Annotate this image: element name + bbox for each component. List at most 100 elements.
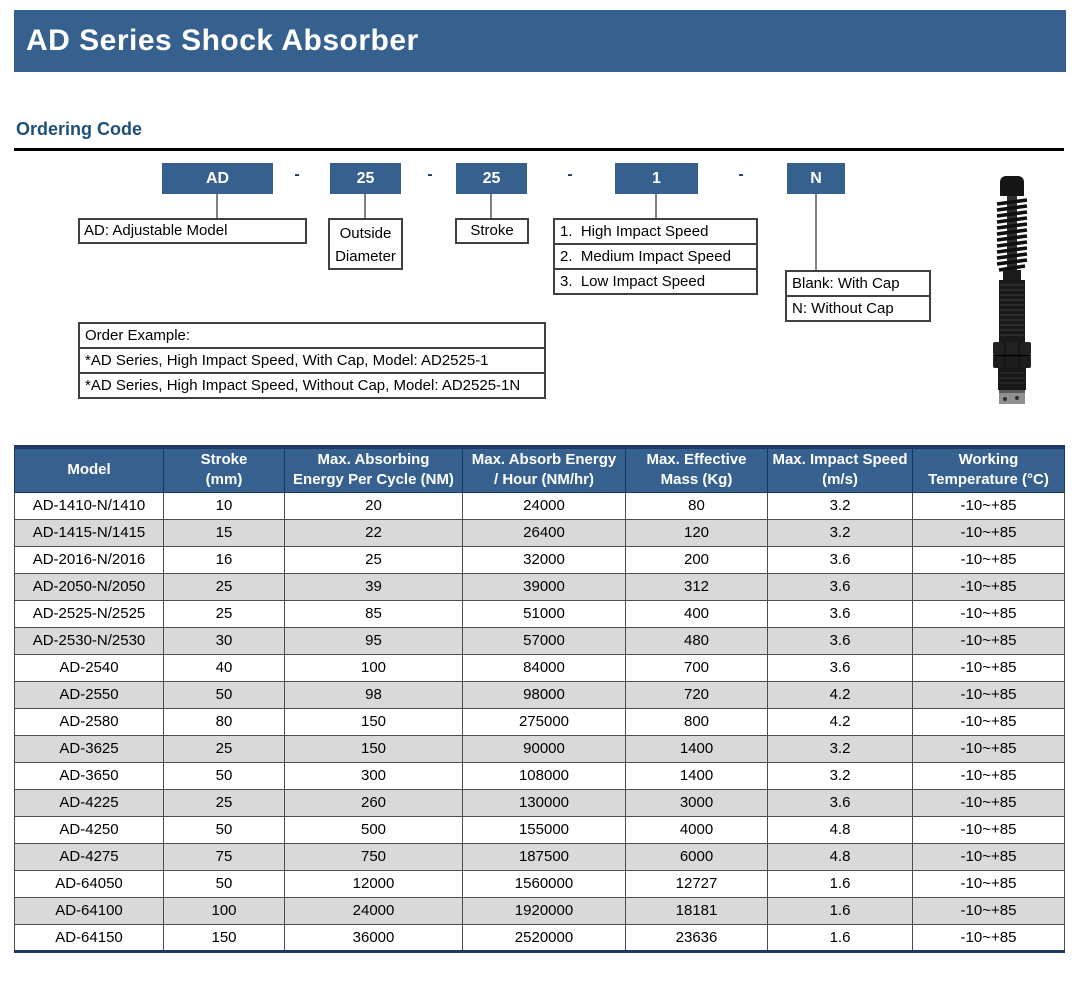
table-cell: AD-2530-N/2530 [14,626,164,655]
table-cell: -10~+85 [912,599,1065,628]
table-cell: 98 [284,680,463,709]
code-box-outside-diameter: 25 [330,163,401,194]
table-cell: 3.6 [767,788,913,817]
table-cell: 1.6 [767,869,913,898]
table-cell: AD-2550 [14,680,164,709]
table-cell: AD-64050 [14,869,164,898]
table-cell: 1400 [625,734,768,763]
table-cell: 23636 [625,923,768,952]
table-cell: 1.6 [767,896,913,925]
table-row: AD-4275 75 750 187500 6000 4.8 -10~+85 [14,842,1065,871]
table-row: AD-2050-N/2050 25 39 39000 312 3.6 -10~+85 [14,572,1065,601]
code-box-impact-speed: 1 [615,163,698,194]
table-cell: 57000 [462,626,626,655]
table-cell: 10 [163,491,285,520]
table-cell: 100 [284,653,463,682]
table-cell: 25 [163,788,285,817]
connector-line [815,194,817,270]
table-cell: 3.2 [767,761,913,790]
table-row: AD-4250 50 500 155000 4000 4.8 -10~+85 [14,815,1065,844]
table-header-row: Model Stroke (mm) Max. Absorbing Energy … [14,446,1065,493]
table-cell: 90000 [462,734,626,763]
table-cell: AD-3625 [14,734,164,763]
table-cell: 50 [163,815,285,844]
connector-line [655,194,657,218]
spec-table: Model Stroke (mm) Max. Absorbing Energy … [14,445,1065,953]
shock-absorber-photo [993,176,1031,404]
table-cell: 100 [163,896,285,925]
table-cell: 275000 [462,707,626,736]
label-outside-diameter: Outside Diameter [328,218,403,270]
table-cell: -10~+85 [912,842,1065,871]
table-cell: 39 [284,572,463,601]
section-title: Ordering Code [16,119,143,139]
table-cell: -10~+85 [912,626,1065,655]
code-box-series: AD [162,163,273,194]
header-stroke: Stroke (mm) [163,446,285,493]
table-cell: 500 [284,815,463,844]
table-cell: 200 [625,545,768,574]
table-cell: -10~+85 [912,707,1065,736]
table-row: AD-64150 150 36000 2520000 23636 1.6 -10~+85 [14,923,1065,952]
table-cell: -10~+85 [912,680,1065,709]
code-separator: - [567,166,573,183]
table-cell: 32000 [462,545,626,574]
table-row: AD-3625 25 150 90000 1400 3.2 -10~+85 [14,734,1065,763]
impact-speed-option: 3. Low Impact Speed [555,268,756,293]
table-cell: 4.8 [767,815,913,844]
table-cell: 750 [284,842,463,871]
section-divider [14,148,1064,151]
header-energy-per-cycle: Max. Absorbing Energy Per Cycle (NM) [284,446,463,493]
table-cell: AD-2580 [14,707,164,736]
code-box-cap: N [787,163,845,194]
table-cell: 12727 [625,869,768,898]
table-cell: 3.2 [767,734,913,763]
header-effective-mass: Max. Effective Mass (Kg) [625,446,768,493]
header-impact-speed: Max. Impact Speed (m/s) [767,446,913,493]
table-cell: 150 [163,923,285,952]
table-row: AD-2525-N/2525 25 85 51000 400 3.6 -10~+85 [14,599,1065,628]
header-working-temperature: Working Temperature (°C) [912,446,1065,493]
table-cell: 300 [284,761,463,790]
table-cell: AD-2050-N/2050 [14,572,164,601]
table-cell: 80 [163,707,285,736]
table-row: AD-64100 100 24000 1920000 18181 1.6 -10~+85 [14,896,1065,925]
table-row: AD-2580 80 150 275000 800 4.2 -10~+85 [14,707,1065,736]
impact-speed-option: 1. High Impact Speed [560,223,709,240]
table-cell: -10~+85 [912,815,1065,844]
table-cell: -10~+85 [912,923,1065,952]
table-cell: -10~+85 [912,518,1065,547]
table-row: AD-2530-N/2530 30 95 57000 480 3.6 -10~+85 [14,626,1065,655]
connector-line [490,194,492,218]
table-cell: 720 [625,680,768,709]
table-row: AD-3650 50 300 108000 1400 3.2 -10~+85 [14,761,1065,790]
table-cell: 16 [163,545,285,574]
table-cell: 3.6 [767,626,913,655]
table-cell: 51000 [462,599,626,628]
table-cell: 3.2 [767,518,913,547]
table-cell: 20 [284,491,463,520]
table-cell: 3.2 [767,491,913,520]
label-adjustable-model: AD: Adjustable Model [78,218,307,244]
table-cell: 187500 [462,842,626,871]
code-separator: - [427,166,433,183]
table-cell: 4000 [625,815,768,844]
table-cell: 6000 [625,842,768,871]
connector-line [216,194,218,218]
table-cell: 3.6 [767,572,913,601]
table-cell: 25 [163,599,285,628]
table-cell: 24000 [462,491,626,520]
table-cell: 1560000 [462,869,626,898]
table-cell: -10~+85 [912,788,1065,817]
page-title: AD Series Shock Absorber [14,10,1066,72]
table-cell: AD-2540 [14,653,164,682]
table-cell: 150 [284,734,463,763]
table-cell: 85 [284,599,463,628]
order-example-line: *AD Series, High Impact Speed, Without C… [80,372,544,397]
table-cell: 30 [163,626,285,655]
table-cell: 700 [625,653,768,682]
table-cell: 260 [284,788,463,817]
table-cell: 1400 [625,761,768,790]
table-cell: 50 [163,869,285,898]
table-row: AD-2550 50 98 98000 720 4.2 -10~+85 [14,680,1065,709]
